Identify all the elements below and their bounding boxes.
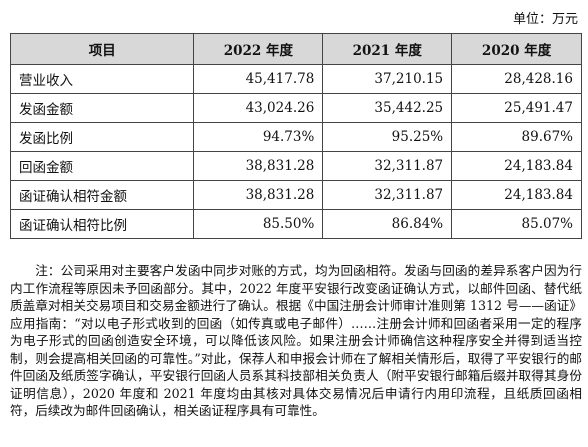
table-row: 营业收入 45,417.78 37,210.15 28,428.16: [9, 64, 582, 94]
header-item: 项目: [9, 33, 195, 65]
cell-2022: 38,831.28: [193, 180, 324, 210]
cell-2022: 43,024.26: [193, 93, 324, 123]
table-row: 发函金额 43,024.26 35,442.25 25,491.47: [9, 93, 582, 123]
cell-2020: 25,491.47: [451, 93, 582, 123]
cell-2020: 89.67%: [451, 122, 582, 152]
header-2022: 2022 年度: [193, 33, 324, 65]
cell-2020: 24,183.84: [451, 180, 582, 210]
header-2021: 2021 年度: [322, 33, 453, 65]
unit-label: 单位：万元: [512, 12, 578, 27]
cell-2021: 86.84%: [322, 209, 453, 239]
cell-2021: 32,311.87: [322, 180, 453, 210]
row-label: 函证确认相符比例: [9, 209, 195, 239]
table-header-row: 项目 2022 年度 2021 年度 2020 年度: [9, 33, 582, 65]
row-label: 回函金额: [9, 151, 195, 181]
row-label: 营业收入: [9, 64, 195, 94]
row-label: 发函金额: [9, 93, 195, 123]
table-row: 发函比例 94.73% 95.25% 89.67%: [9, 122, 582, 152]
cell-2022: 38,831.28: [193, 151, 324, 181]
row-label: 函证确认相符金额: [9, 180, 195, 210]
cell-2022: 85.50%: [193, 209, 324, 239]
cell-2021: 32,311.87: [322, 151, 453, 181]
cell-2021: 95.25%: [322, 122, 453, 152]
footnote: 注：公司采用对主要客户发函中同步对账的方式，均为回函相符。发函与回函的差异系客户…: [10, 263, 582, 418]
cell-2021: 37,210.15: [322, 64, 453, 94]
cell-2022: 94.73%: [193, 122, 324, 152]
table-row: 函证确认相符金额 38,831.28 32,311.87 24,183.84: [9, 180, 582, 210]
cell-2020: 28,428.16: [451, 64, 582, 94]
cell-2020: 24,183.84: [451, 151, 582, 181]
data-table: 项目 2022 年度 2021 年度 2020 年度 营业收入 45,417.7…: [9, 33, 582, 239]
table-row: 函证确认相符比例 85.50% 86.84% 85.07%: [9, 209, 582, 239]
cell-2022: 45,417.78: [193, 64, 324, 94]
table-row: 回函金额 38,831.28 32,311.87 24,183.84: [9, 151, 582, 181]
row-label: 发函比例: [9, 122, 195, 152]
cell-2020: 85.07%: [451, 209, 582, 239]
header-2020: 2020 年度: [451, 33, 582, 65]
cell-2021: 35,442.25: [322, 93, 453, 123]
